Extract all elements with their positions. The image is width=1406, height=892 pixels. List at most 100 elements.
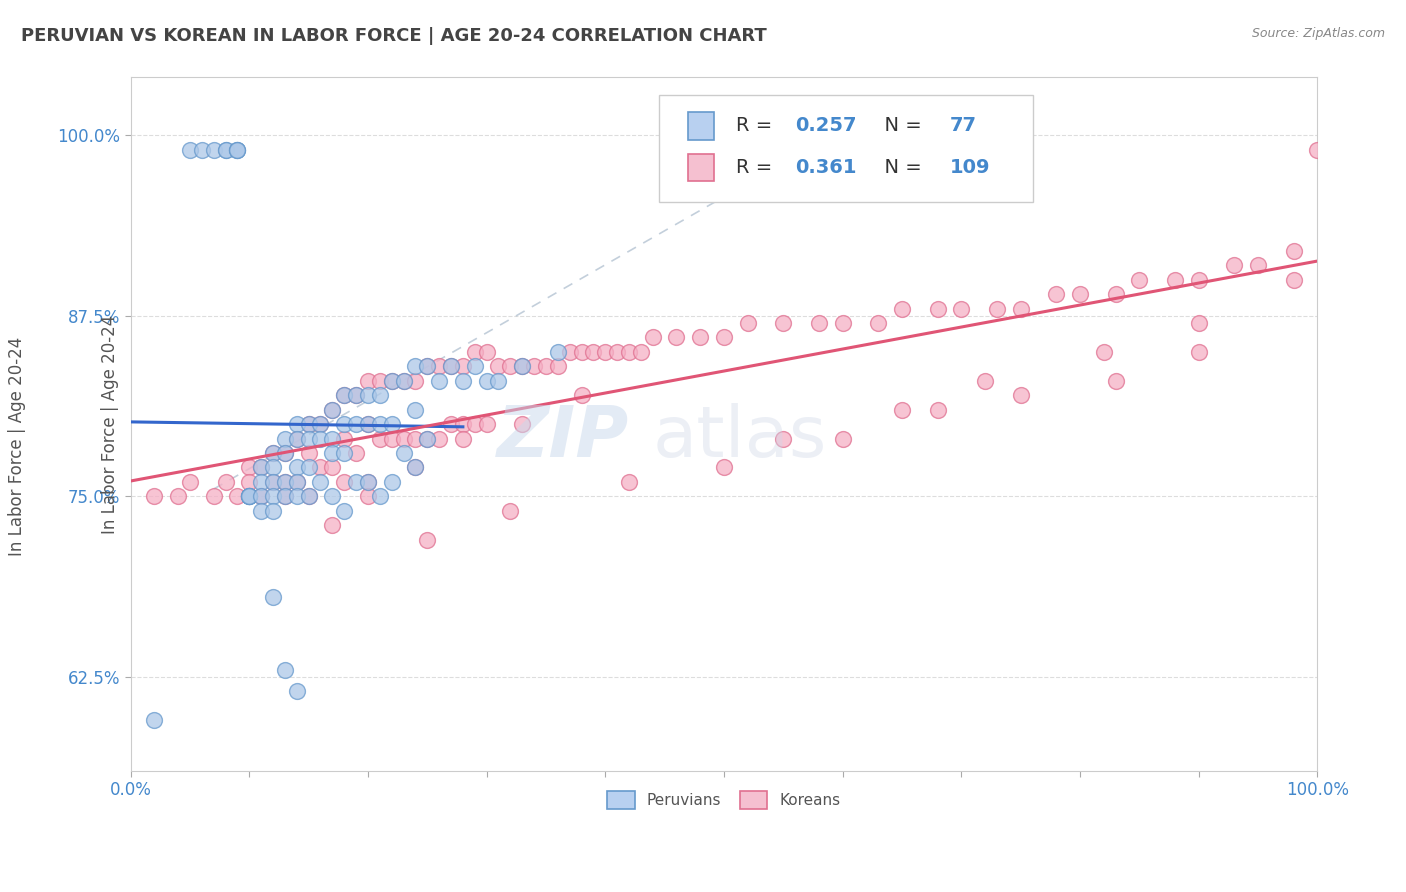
Point	[357, 417, 380, 431]
Point	[1282, 244, 1305, 258]
Point	[510, 359, 533, 374]
Point	[274, 432, 297, 446]
Point	[285, 475, 308, 489]
Point	[464, 417, 486, 431]
Point	[451, 359, 474, 374]
Point	[416, 359, 439, 374]
Point	[274, 446, 297, 460]
Point	[321, 518, 343, 533]
Point	[167, 489, 190, 503]
Point	[547, 359, 569, 374]
Point	[321, 446, 343, 460]
Point	[986, 301, 1008, 316]
Point	[416, 359, 439, 374]
Point	[309, 475, 332, 489]
Point	[238, 489, 260, 503]
Point	[1247, 258, 1270, 272]
Point	[630, 344, 652, 359]
Point	[226, 143, 249, 157]
Point	[321, 432, 343, 446]
Point	[368, 489, 391, 503]
Point	[392, 374, 415, 388]
Point	[381, 374, 404, 388]
Point	[427, 374, 450, 388]
Point	[357, 417, 380, 431]
Point	[1092, 344, 1115, 359]
Point	[344, 446, 367, 460]
Point	[404, 460, 426, 475]
Point	[1188, 344, 1211, 359]
Point	[404, 374, 426, 388]
Point	[1104, 287, 1126, 301]
Text: atlas: atlas	[652, 403, 827, 473]
Point	[333, 504, 356, 518]
Point	[250, 489, 273, 503]
Text: 0.361: 0.361	[796, 158, 856, 177]
Point	[416, 432, 439, 446]
Point	[179, 143, 201, 157]
Point	[368, 374, 391, 388]
Legend: Peruvians, Koreans: Peruvians, Koreans	[602, 785, 846, 815]
Point	[297, 489, 319, 503]
FancyBboxPatch shape	[689, 153, 714, 181]
Point	[333, 475, 356, 489]
Point	[297, 432, 319, 446]
Point	[713, 330, 735, 344]
Point	[250, 460, 273, 475]
Point	[606, 344, 628, 359]
Point	[665, 330, 688, 344]
Point	[285, 684, 308, 698]
Point	[297, 417, 319, 431]
Point	[1069, 287, 1091, 301]
Point	[427, 359, 450, 374]
Point	[1164, 272, 1187, 286]
Point	[226, 143, 249, 157]
Point	[333, 388, 356, 402]
Point	[595, 344, 617, 359]
Point	[321, 402, 343, 417]
Text: N =: N =	[872, 158, 928, 177]
Text: N =: N =	[872, 117, 928, 136]
Point	[392, 446, 415, 460]
Point	[214, 475, 236, 489]
Point	[297, 417, 319, 431]
Point	[641, 330, 664, 344]
Point	[357, 374, 380, 388]
Point	[571, 388, 593, 402]
Point	[191, 143, 214, 157]
Point	[357, 489, 380, 503]
Point	[238, 489, 260, 503]
Y-axis label: In Labor Force | Age 20-24: In Labor Force | Age 20-24	[101, 315, 120, 533]
Point	[274, 489, 297, 503]
Point	[309, 432, 332, 446]
Point	[285, 475, 308, 489]
Point	[510, 359, 533, 374]
Point	[1104, 374, 1126, 388]
Point	[381, 432, 404, 446]
Point	[927, 402, 949, 417]
Point	[392, 374, 415, 388]
Point	[238, 489, 260, 503]
Point	[475, 417, 498, 431]
Point	[297, 489, 319, 503]
FancyBboxPatch shape	[658, 95, 1032, 202]
Point	[250, 504, 273, 518]
Point	[464, 359, 486, 374]
Point	[440, 359, 463, 374]
Point	[309, 417, 332, 431]
Point	[250, 489, 273, 503]
Point	[262, 504, 284, 518]
Point	[891, 402, 914, 417]
Point	[333, 388, 356, 402]
Point	[143, 713, 166, 727]
Point	[321, 402, 343, 417]
Text: PERUVIAN VS KOREAN IN LABOR FORCE | AGE 20-24 CORRELATION CHART: PERUVIAN VS KOREAN IN LABOR FORCE | AGE …	[21, 27, 766, 45]
Point	[617, 344, 640, 359]
Point	[238, 489, 260, 503]
Point	[344, 388, 367, 402]
Point	[713, 460, 735, 475]
Point	[381, 374, 404, 388]
Point	[547, 344, 569, 359]
Point	[297, 446, 319, 460]
Point	[297, 460, 319, 475]
